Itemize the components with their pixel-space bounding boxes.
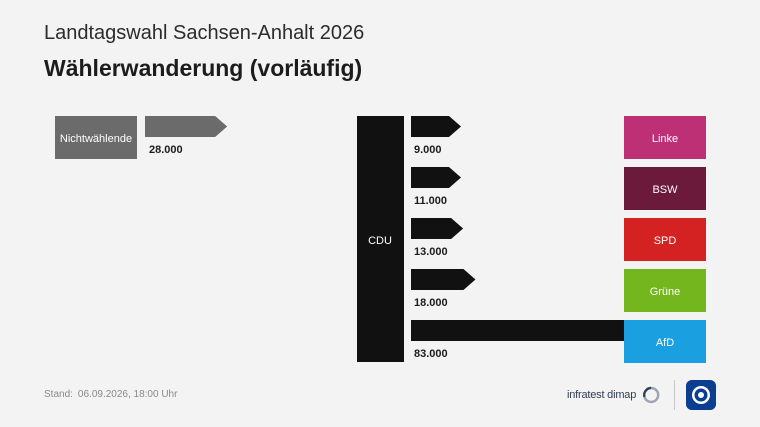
cdu-flow-value-spd: 13.000 xyxy=(414,246,448,258)
ard-logo-icon xyxy=(686,380,716,410)
party-box-afd xyxy=(624,320,706,363)
cdu-label: CDU xyxy=(368,235,392,247)
party-label-linke: Linke xyxy=(652,133,678,145)
party-label-grüne: Grüne xyxy=(650,286,681,298)
footer-divider xyxy=(674,380,675,410)
nonvoters-arrow xyxy=(145,116,228,137)
cdu-bar xyxy=(357,116,404,362)
cdu-flow-value-bsw: 11.000 xyxy=(414,195,447,207)
stand-value: 06.09.2026, 18:00 Uhr xyxy=(77,389,178,400)
nonvoters-label: Nichtwählende xyxy=(60,133,132,145)
party-box-spd xyxy=(624,218,706,261)
stand-label: Stand: xyxy=(44,389,73,400)
party-box-grüne xyxy=(624,269,706,312)
footer-stand: Stand: 06.09.2026, 18:00 Uhr xyxy=(44,389,182,400)
party-box-bsw xyxy=(624,167,706,210)
infratest-dimap-logo-icon xyxy=(643,386,660,404)
chart-title: Landtagswahl Sachsen-Anhalt 2026 xyxy=(44,22,365,44)
party-box-linke xyxy=(624,116,706,159)
party-label-bsw: BSW xyxy=(652,184,678,196)
cdu-flow-arrow-spd xyxy=(411,218,464,239)
nonvoters-box xyxy=(55,116,137,159)
cdu-flow-arrow-afd xyxy=(411,320,636,341)
cdu-flow-arrow-linke xyxy=(411,116,461,137)
party-label-afd: AfD xyxy=(656,337,674,349)
chart-subtitle: Wählerwanderung (vorläufig) xyxy=(44,55,363,81)
party-label-spd: SPD xyxy=(654,235,677,247)
cdu-flow-value-linke: 9.000 xyxy=(414,144,442,156)
cdu-flow-value-afd: 83.000 xyxy=(414,348,448,360)
nonvoters-value-label: 28.000 xyxy=(149,144,183,156)
cdu-flow-arrow-grüne xyxy=(411,269,476,290)
cdu-flow-arrow-bsw xyxy=(411,167,461,188)
cdu-flow-value-grüne: 18.000 xyxy=(414,297,448,309)
infratest-dimap-logo-text: infratest dimap xyxy=(567,389,637,401)
